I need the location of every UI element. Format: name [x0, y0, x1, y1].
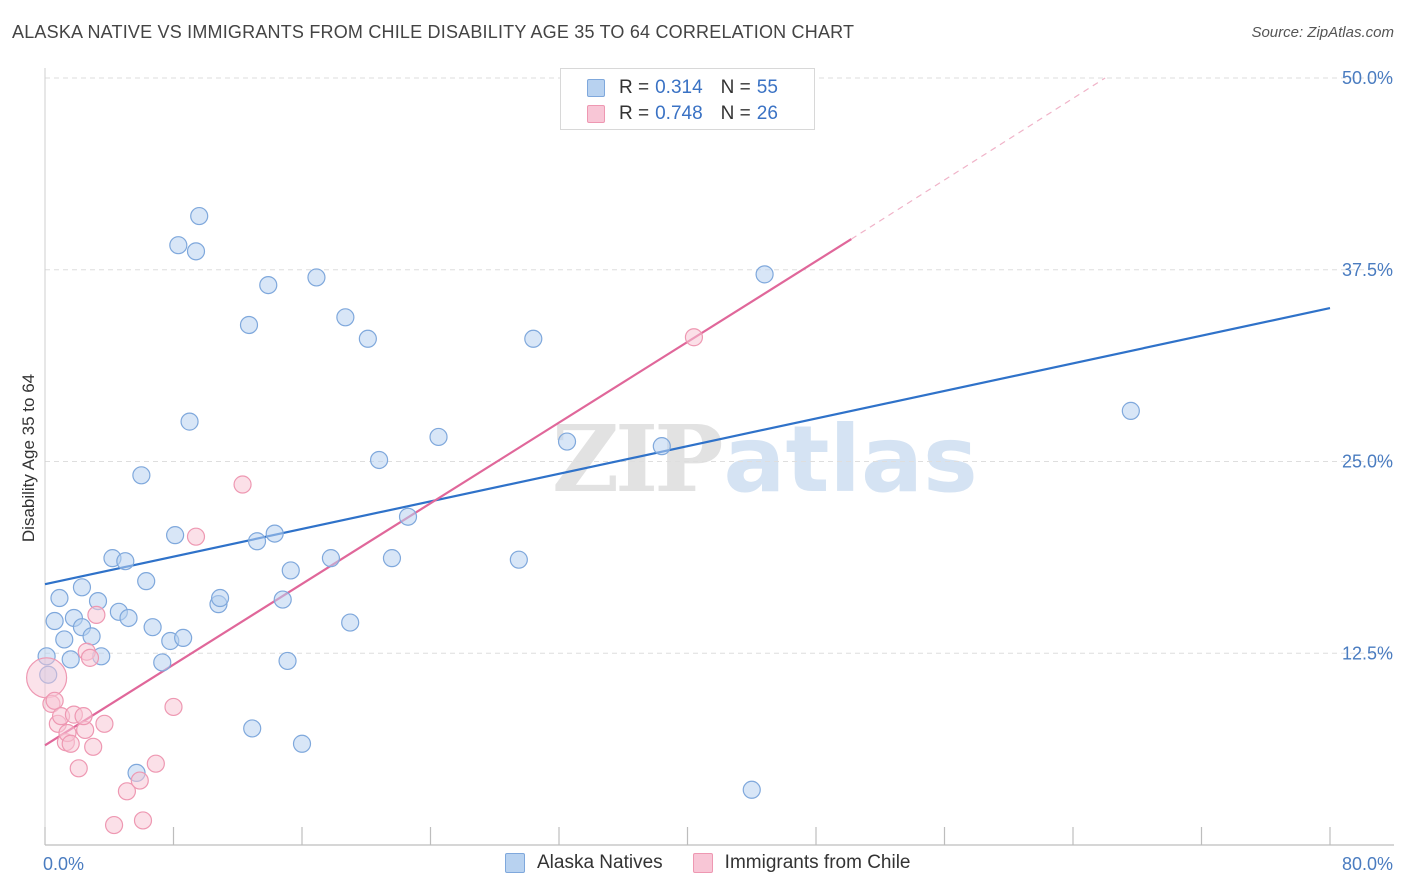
chile-immigrant-point: [130, 771, 149, 790]
alaska-native-point: [190, 206, 209, 226]
correlation-legend: R = 0.314 N = 55 R = 0.748 N = 26: [560, 68, 815, 130]
alaska-native-point: [116, 552, 135, 571]
alaska-native-point: [259, 275, 278, 295]
chart-source: Source: ZipAtlas.com: [1251, 24, 1394, 41]
alaska-native-point: [341, 613, 360, 632]
chile-immigrant-point: [233, 475, 252, 494]
alaska-native-point: [278, 651, 297, 671]
y-tick-label: 50.0%: [1342, 68, 1393, 88]
alaska-native-point: [292, 734, 312, 753]
n-value: 55: [756, 77, 778, 98]
alaska-native-point: [358, 329, 377, 348]
y-axis-label: Disability Age 35 to 64: [19, 374, 38, 542]
chile-immigrant-point: [84, 737, 103, 756]
chile-immigrant-point: [45, 691, 64, 710]
alaska-native-point: [429, 427, 448, 447]
chile-immigrant-point: [95, 714, 114, 733]
legend-swatch-pink: [692, 853, 713, 873]
alaska-native-point: [247, 532, 267, 551]
alaska-native-point: [239, 315, 259, 335]
axes: [44, 68, 1394, 846]
alaska-native-point: [137, 572, 156, 591]
chile-immigrant-point: [26, 657, 68, 699]
chile-immigrant-point: [164, 697, 183, 717]
alaska-native-point: [382, 549, 402, 568]
r-value: 0.748: [655, 103, 703, 124]
alaska-native-point: [143, 618, 162, 637]
gridlines: [45, 77, 1394, 654]
alaska-native-point: [174, 628, 193, 648]
alaska-native-point: [755, 265, 774, 284]
alaska-native-trendline: [44, 307, 1331, 586]
alaska-native-point: [119, 608, 138, 628]
r-value: 0.314: [655, 77, 703, 98]
alaska-native-point: [273, 590, 292, 609]
r-label: R =: [619, 77, 650, 98]
alaska-native-point: [370, 450, 389, 470]
chile-immigrant-point: [133, 811, 153, 830]
series-legend: Alaska Natives Immigrants from Chile: [505, 852, 941, 874]
alaska-native-point: [61, 650, 80, 669]
y-tick-label: 12.5%: [1342, 643, 1393, 663]
alaska-native-point: [166, 526, 185, 545]
alaska-native-point: [169, 236, 188, 255]
alaska-native-point: [55, 630, 74, 649]
alaska-native-point: [336, 308, 355, 327]
alaska-native-point: [153, 653, 172, 672]
y-tick-label: 37.5%: [1342, 260, 1393, 280]
chile-immigrant-point: [146, 754, 165, 773]
alaska-native-point: [186, 242, 206, 261]
y-tick-label: 25.0%: [1342, 452, 1393, 472]
alaska-native-point: [265, 524, 284, 543]
chile-immigrant-trendline-extension: [851, 77, 1106, 240]
alaska-native-point: [321, 549, 341, 568]
r-label: R =: [619, 103, 650, 124]
chile-immigrant-point: [684, 328, 704, 347]
alaska-native-point: [398, 507, 418, 526]
legend-label: Alaska Natives: [537, 852, 663, 873]
alaska-native-point: [652, 437, 671, 456]
legend-swatch-blue: [505, 853, 525, 873]
alaska-native-point: [509, 550, 528, 569]
data-points: [26, 206, 1140, 835]
legend-swatch-pink: [587, 105, 605, 123]
chile-immigrant-point: [80, 648, 100, 667]
x-tick-label: 0.0%: [43, 854, 84, 874]
alaska-native-point: [210, 588, 230, 608]
n-value: 26: [756, 103, 778, 124]
alaska-native-point: [281, 561, 300, 580]
chile-immigrant-point: [61, 734, 80, 753]
chile-immigrant-trendline: [44, 238, 852, 747]
chile-immigrant-point: [186, 527, 206, 546]
tick-labels: 12.5% 25.0% 37.5% 50.0% 0.0% 80.0%: [43, 68, 1393, 874]
alaska-native-point: [82, 627, 101, 646]
chile-immigrant-point: [74, 707, 93, 726]
alaska-native-point: [243, 719, 262, 738]
n-label: N =: [720, 103, 751, 124]
alaska-native-point: [72, 578, 92, 597]
chile-immigrant-point: [117, 782, 137, 801]
alaska-native-point: [1121, 401, 1140, 420]
alaska-native-point: [557, 432, 577, 451]
chile-immigrant-point: [87, 605, 106, 625]
legend-row-alaska: R = 0.314 N = 55: [587, 75, 778, 101]
alaska-native-point: [50, 588, 69, 608]
n-label: N =: [720, 77, 751, 98]
legend-label: Immigrants from Chile: [724, 852, 911, 873]
alaska-native-point: [307, 268, 326, 287]
legend-swatch-blue: [587, 79, 605, 97]
legend-item-immigrants-chile: Immigrants from Chile: [692, 852, 911, 874]
alaska-native-point: [132, 466, 151, 485]
alaska-native-point: [742, 780, 761, 799]
chart-title: ALASKA NATIVE VS IMMIGRANTS FROM CHILE D…: [12, 22, 855, 42]
x-tick-label: 80.0%: [1342, 854, 1393, 874]
chile-immigrant-point: [104, 815, 124, 835]
alaska-native-point: [45, 611, 64, 631]
chile-immigrant-point: [69, 759, 88, 778]
alaska-native-point: [180, 412, 199, 431]
alaska-native-point: [524, 329, 543, 348]
legend-item-alaska-natives: Alaska Natives: [505, 852, 663, 874]
legend-row-chile: R = 0.748 N = 26: [587, 101, 778, 127]
